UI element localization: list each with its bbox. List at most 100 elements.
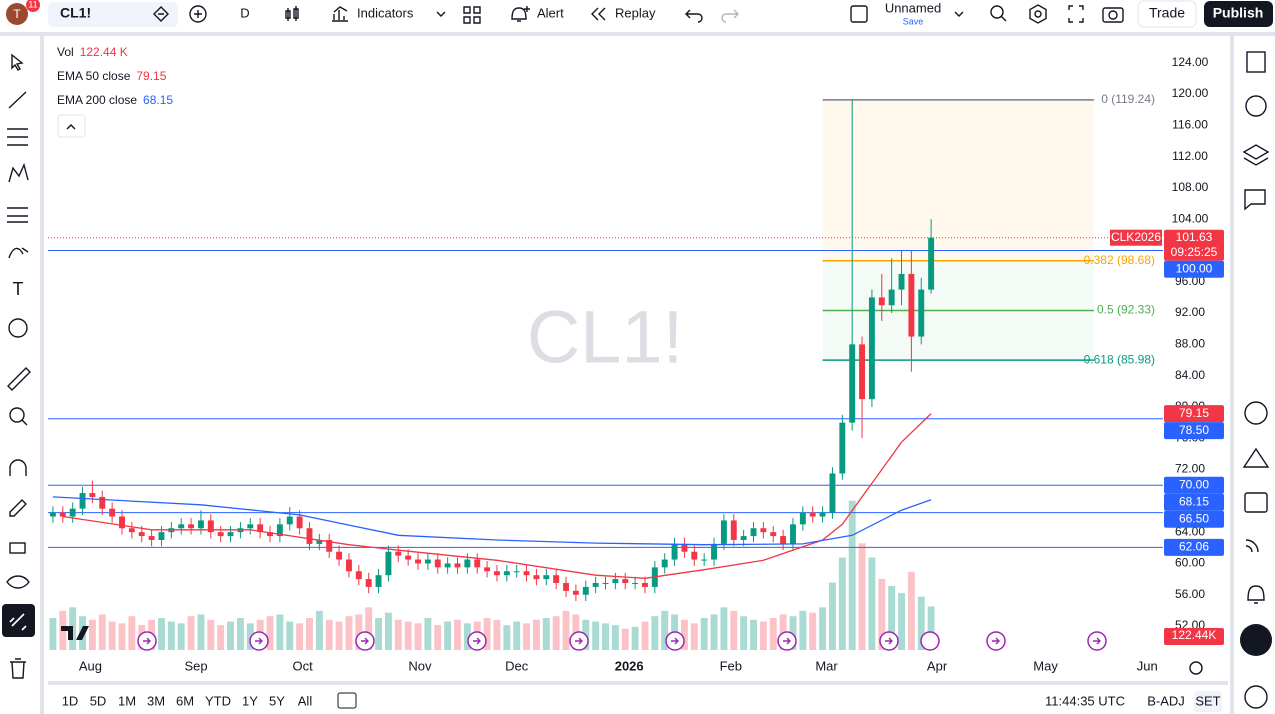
layout-name[interactable]: Unnamed (885, 0, 941, 15)
layout-dropdown[interactable] (954, 11, 964, 17)
chat-icon[interactable] (1244, 189, 1266, 211)
alert-button[interactable]: Alert (537, 5, 564, 20)
lock-tool[interactable] (9, 542, 26, 554)
visibility-tool[interactable] (6, 575, 30, 589)
range-button[interactable]: 1M (118, 693, 136, 708)
indicators-button[interactable]: Indicators (357, 5, 414, 20)
range-button[interactable]: 5D (90, 693, 107, 708)
range-button[interactable]: 1Y (242, 693, 258, 708)
keep-drawing[interactable] (9, 499, 27, 517)
volume-bar (187, 616, 195, 650)
candle-body (868, 297, 875, 400)
link-tool[interactable] (9, 613, 27, 631)
add-symbol[interactable] (189, 5, 207, 23)
trade-button-bg[interactable] (1137, 0, 1197, 28)
volume-bar (335, 621, 343, 650)
price-tag (1164, 510, 1224, 528)
volume-bar (611, 625, 619, 650)
candle-body (306, 528, 313, 544)
interval[interactable]: D (240, 5, 249, 20)
range-button[interactable]: All (298, 693, 313, 708)
candle-body (395, 551, 402, 556)
watchlist-icon[interactable] (1246, 51, 1266, 73)
event-arrow (992, 637, 1000, 645)
trendline-tool[interactable] (8, 91, 27, 109)
replay-button[interactable]: Replay (615, 5, 656, 20)
volume-bar (158, 618, 165, 650)
y-tick-label: 116.00 (1172, 117, 1208, 131)
measure-tool[interactable] (7, 367, 31, 391)
range-button[interactable]: 5Y (269, 693, 285, 708)
candle-body (247, 524, 254, 529)
replay-icon[interactable] (591, 7, 606, 21)
volume-bar (602, 623, 609, 650)
cursor-tool[interactable] (11, 53, 24, 71)
volume-bar (434, 625, 442, 650)
indicators-dropdown[interactable] (436, 11, 446, 17)
event-marker[interactable] (920, 631, 940, 651)
avatar[interactable] (6, 3, 28, 25)
delete-tool[interactable] (10, 658, 26, 679)
news-icon[interactable] (1245, 539, 1259, 553)
calendar-icon[interactable] (1244, 492, 1268, 513)
volume-bar (740, 616, 748, 650)
indicators-icon[interactable] (332, 6, 348, 22)
volume-bar (858, 543, 866, 650)
help-icon[interactable] (1244, 685, 1268, 709)
axis-settings[interactable] (1189, 661, 1203, 675)
session-toggle[interactable]: SET (1195, 693, 1220, 708)
brush-tool[interactable] (8, 247, 29, 259)
candle-body (908, 273, 915, 337)
x-tick-label: Oct (292, 658, 313, 673)
templates-icon[interactable] (463, 6, 481, 24)
redo[interactable] (721, 9, 739, 23)
candle-body (770, 532, 777, 537)
symbol[interactable]: CL1! (60, 5, 91, 21)
apps-icon[interactable] (1240, 624, 1272, 656)
icon-tool[interactable] (8, 318, 28, 338)
pattern-tool[interactable] (8, 162, 29, 183)
trade-button[interactable]: Trade (1149, 5, 1185, 21)
zoom-tool[interactable] (9, 407, 25, 423)
hotlists-icon[interactable] (1242, 447, 1270, 468)
notifications-icon[interactable] (1247, 585, 1265, 604)
price-tag-label: 78.50 (1179, 423, 1209, 437)
save-label[interactable]: Save (903, 16, 924, 26)
ideas-icon[interactable] (1244, 401, 1268, 425)
undo[interactable] (685, 9, 703, 23)
publish-button[interactable]: Publish (1213, 5, 1264, 21)
layout-icon[interactable] (850, 5, 868, 23)
alerts-icon[interactable] (1245, 95, 1267, 117)
adjust-toggle[interactable]: B-ADJ (1147, 693, 1185, 708)
range-button[interactable]: YTD (205, 693, 231, 708)
alert-icon[interactable] (511, 6, 530, 22)
range-button[interactable]: 6M (176, 693, 194, 708)
candle-body (523, 571, 530, 576)
volume-bar (454, 619, 461, 650)
volume-bar (207, 619, 215, 650)
volume-bar (878, 578, 886, 650)
chart-type-icon[interactable] (285, 6, 299, 21)
symbol-search[interactable] (48, 2, 178, 27)
candle-body (533, 575, 540, 580)
text-tool[interactable]: T (13, 279, 24, 299)
fib-tool[interactable] (7, 128, 28, 146)
candle-body (553, 575, 560, 584)
search-icon[interactable] (990, 5, 1004, 19)
projection-tool[interactable] (7, 207, 28, 223)
x-tick-label: May (1033, 658, 1058, 673)
event-arrow (473, 637, 481, 645)
compare-icon[interactable] (153, 6, 169, 22)
fullscreen-icon[interactable] (1068, 5, 1084, 23)
magnet-tool[interactable] (9, 459, 27, 476)
range-button[interactable]: 1D (62, 693, 79, 708)
avatar-letter: T (13, 7, 21, 21)
range-button[interactable]: 3M (147, 693, 165, 708)
volume-bar (868, 557, 876, 650)
event-arrow (255, 637, 263, 645)
publish-button-bg[interactable] (1204, 1, 1273, 27)
goto-date-icon[interactable] (337, 692, 357, 709)
settings-icon[interactable] (1029, 4, 1047, 24)
layers-icon[interactable] (1242, 144, 1270, 166)
snapshot-icon[interactable] (1102, 7, 1124, 23)
